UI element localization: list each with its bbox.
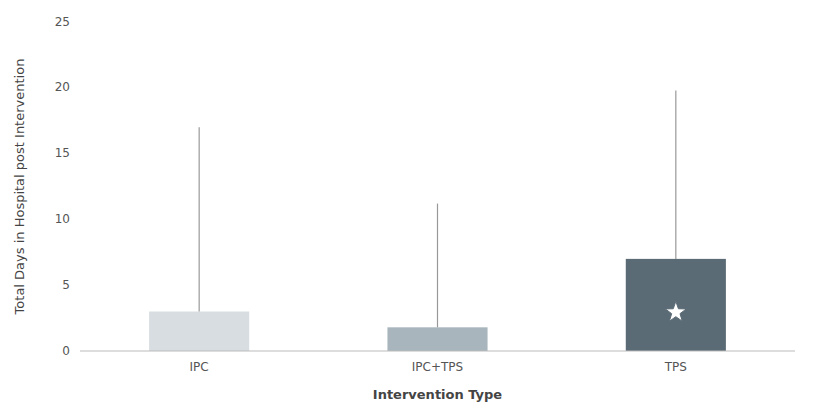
- error-bar: [199, 127, 200, 311]
- x-axis: IPC IPC+TPS TPS: [190, 360, 687, 374]
- x-tick-label: IPC+TPS: [412, 360, 463, 374]
- y-tick-label: 25: [55, 15, 70, 29]
- star-marker: [665, 301, 686, 321]
- x-tick-label: IPC: [190, 360, 209, 374]
- bar: [149, 312, 249, 351]
- error-bar: [675, 90, 676, 258]
- y-tick-label: 20: [55, 80, 70, 94]
- y-axis: 0 5 10 15 20 25: [55, 15, 70, 358]
- chart-container: 0 5 10 15 20 25 IPC IPC+TPS TPS Intervention Type…: [0, 0, 819, 413]
- y-tick-label: 10: [55, 212, 70, 226]
- plot-area: [149, 90, 726, 351]
- x-tick-label: TPS: [664, 360, 687, 374]
- y-axis-title: Total Days in Hospital post Intervention: [12, 59, 27, 316]
- y-tick-label: 15: [55, 146, 70, 160]
- error-bar: [437, 204, 438, 328]
- bar: [626, 259, 726, 351]
- chart: 0 5 10 15 20 25 IPC IPC+TPS TPS Intervention Type…: [0, 0, 819, 413]
- bar: [387, 327, 487, 351]
- x-axis-title: Intervention Type: [373, 387, 503, 402]
- y-tick-label: 5: [62, 278, 70, 292]
- y-tick-label: 0: [62, 344, 70, 358]
- x-axis-line: [80, 351, 795, 352]
